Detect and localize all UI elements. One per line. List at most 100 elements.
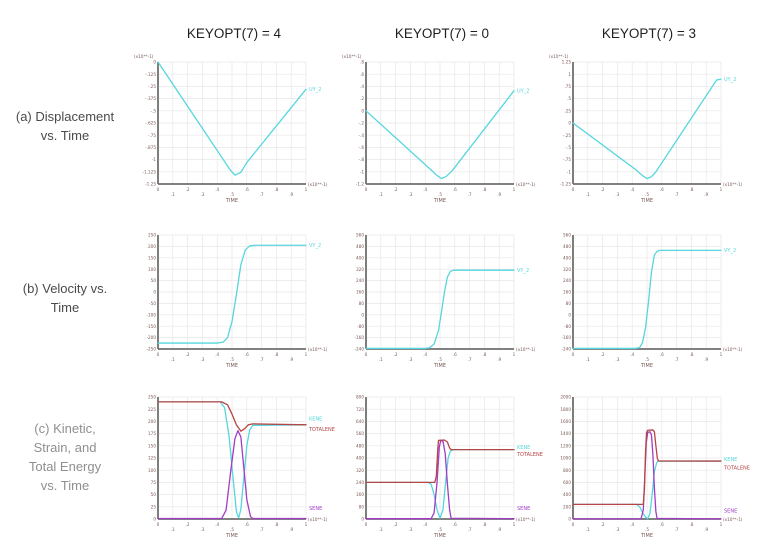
x-tick-label: 0	[365, 187, 368, 192]
y-tick-label: -.2	[358, 121, 364, 126]
y-tick-label: 0	[361, 108, 364, 113]
column-header-keyopt4: KEYOPT(7) = 4	[186, 26, 282, 41]
y-tick-label: -.8	[358, 157, 364, 162]
x-tick-label: .7	[260, 527, 264, 532]
y-tick-label: 320	[356, 468, 364, 473]
x-tick-label: .3	[200, 527, 204, 532]
y-tick-label: -160	[354, 335, 364, 340]
y-tick-label: -250	[146, 347, 156, 352]
y-tick-label: 560	[563, 233, 571, 238]
x-tick-label: .2	[394, 187, 398, 192]
chart-svg-a1: 0 -.125 -.25 -.375 -.5 -.625 -.75 -.875 -1 -1.125…	[134, 54, 328, 204]
kene-legend: KENE	[517, 445, 530, 451]
chart-svg-c3: 20001800160014001200100080060040020000.1…	[560, 395, 750, 539]
uy_2-legend: UY_2	[517, 88, 529, 94]
y-tick-label: 80	[566, 301, 572, 306]
y-tick-label: .25	[564, 108, 571, 113]
y-tick-label: .75	[564, 84, 571, 89]
x-tick-label: .6	[453, 522, 457, 527]
x-tick-label: .4	[630, 187, 634, 192]
x-tick-label: .5	[438, 527, 442, 532]
x-tick-label: .7	[468, 527, 472, 532]
y-tick-label: -80	[564, 324, 571, 329]
vy_2-legend: VY_2	[724, 248, 736, 254]
y-axis-multiplier: (x10**-1)	[342, 54, 362, 59]
vy_2-legend: VY_2	[517, 268, 529, 274]
y-tick-label: 0	[361, 517, 364, 522]
x-tick-label: .6	[245, 522, 249, 527]
y-tick-label: 50	[151, 492, 157, 497]
x-tick-label: .3	[408, 527, 412, 532]
y-tick-label: -.125	[145, 72, 156, 77]
x-axis-title: TIME	[225, 198, 238, 204]
uy_2-legend: UY_2	[309, 87, 321, 93]
y-tick-label: 1800	[560, 407, 571, 412]
x-tick-label: .1	[171, 192, 175, 197]
y-tick-label: -.5	[565, 145, 571, 150]
x-tick-label: .1	[586, 192, 590, 197]
y-tick-label: 400	[563, 492, 571, 497]
y-tick-label: 560	[356, 233, 364, 238]
x-axis-title: TIME	[433, 363, 446, 369]
y-tick-label: 1400	[560, 431, 571, 436]
y-tick-label: 1.25	[562, 60, 572, 65]
x-tick-label: .8	[482, 352, 486, 357]
y-tick-label: 80	[359, 504, 365, 509]
x-tick-label: .5	[645, 527, 649, 532]
x-tick-label: 1	[513, 522, 516, 527]
x-tick-label: .9	[497, 192, 501, 197]
totalene-curve	[157, 401, 307, 432]
y-tick-label: 400	[356, 255, 364, 260]
x-tick-label: .2	[394, 352, 398, 357]
y-tick-label: 25	[151, 504, 157, 509]
y-tick-label: .2	[360, 96, 364, 101]
vy_2-curve	[365, 269, 515, 350]
y-tick-label: 80	[359, 301, 365, 306]
x-tick-label: .5	[230, 192, 234, 197]
x-tick-label: .1	[171, 357, 175, 362]
y-tick-label: -1	[567, 169, 572, 174]
y-tick-label: -150	[146, 324, 156, 329]
y-tick-label: -1	[152, 157, 157, 162]
y-tick-label: 240	[356, 480, 364, 485]
x-axis-multiplier: (x10**-1)	[723, 517, 743, 522]
y-tick-label: 0	[568, 121, 571, 126]
y-tick-label: -1	[360, 169, 365, 174]
totalene-legend: TOTALENE	[516, 452, 543, 458]
y-tick-label: 800	[356, 395, 364, 400]
x-tick-label: .9	[704, 527, 708, 532]
x-tick-label: 1	[720, 522, 723, 527]
y-tick-label: -.25	[563, 133, 572, 138]
x-tick-label: .2	[601, 187, 605, 192]
x-tick-label: .8	[274, 187, 278, 192]
x-tick-label: .8	[274, 522, 278, 527]
y-tick-label: 480	[563, 244, 571, 249]
y-tick-label: 100	[148, 267, 156, 272]
y-tick-label: -.625	[145, 121, 156, 126]
x-tick-label: .9	[704, 357, 708, 362]
x-tick-label: .6	[660, 187, 664, 192]
uy_2-legend: UY_2	[724, 77, 736, 83]
x-tick-label: .6	[660, 352, 664, 357]
y-tick-label: 75	[151, 480, 157, 485]
sene-curve	[572, 431, 722, 520]
x-axis-title: TIME	[433, 533, 446, 539]
vy_2-curve	[572, 249, 722, 350]
y-tick-label: -.875	[145, 145, 156, 150]
uy_2-curve	[157, 61, 307, 176]
x-axis-multiplier: (x10**-1)	[516, 517, 536, 522]
y-tick-label: -1.2	[356, 182, 365, 187]
chart-svg-a2: .8.6.4.20-.2-.4-.6-.8-1-1.20.1.2.3.4.5.6…	[342, 54, 536, 204]
x-tick-label: .9	[289, 357, 293, 362]
x-tick-label: .8	[689, 352, 693, 357]
y-tick-label: 1600	[560, 419, 571, 424]
x-tick-label: 0	[365, 352, 368, 357]
x-axis-multiplier: (x10**-1)	[308, 347, 328, 352]
y-tick-label: 600	[563, 480, 571, 485]
chart-velocity-keyopt3: 560 480 400 320 240 160 80 0 -80 -160 -240 0.1.2.3.…	[546, 227, 752, 377]
x-axis-title: TIME	[640, 533, 653, 539]
y-tick-label: -.4	[358, 133, 364, 138]
kene-legend: KENE	[309, 416, 322, 422]
y-tick-label: 225	[148, 407, 156, 412]
chart-velocity-keyopt0: 560 480 400 320 240 160 80 0 -80 -160 -240 0.1.2.3.…	[339, 227, 545, 377]
